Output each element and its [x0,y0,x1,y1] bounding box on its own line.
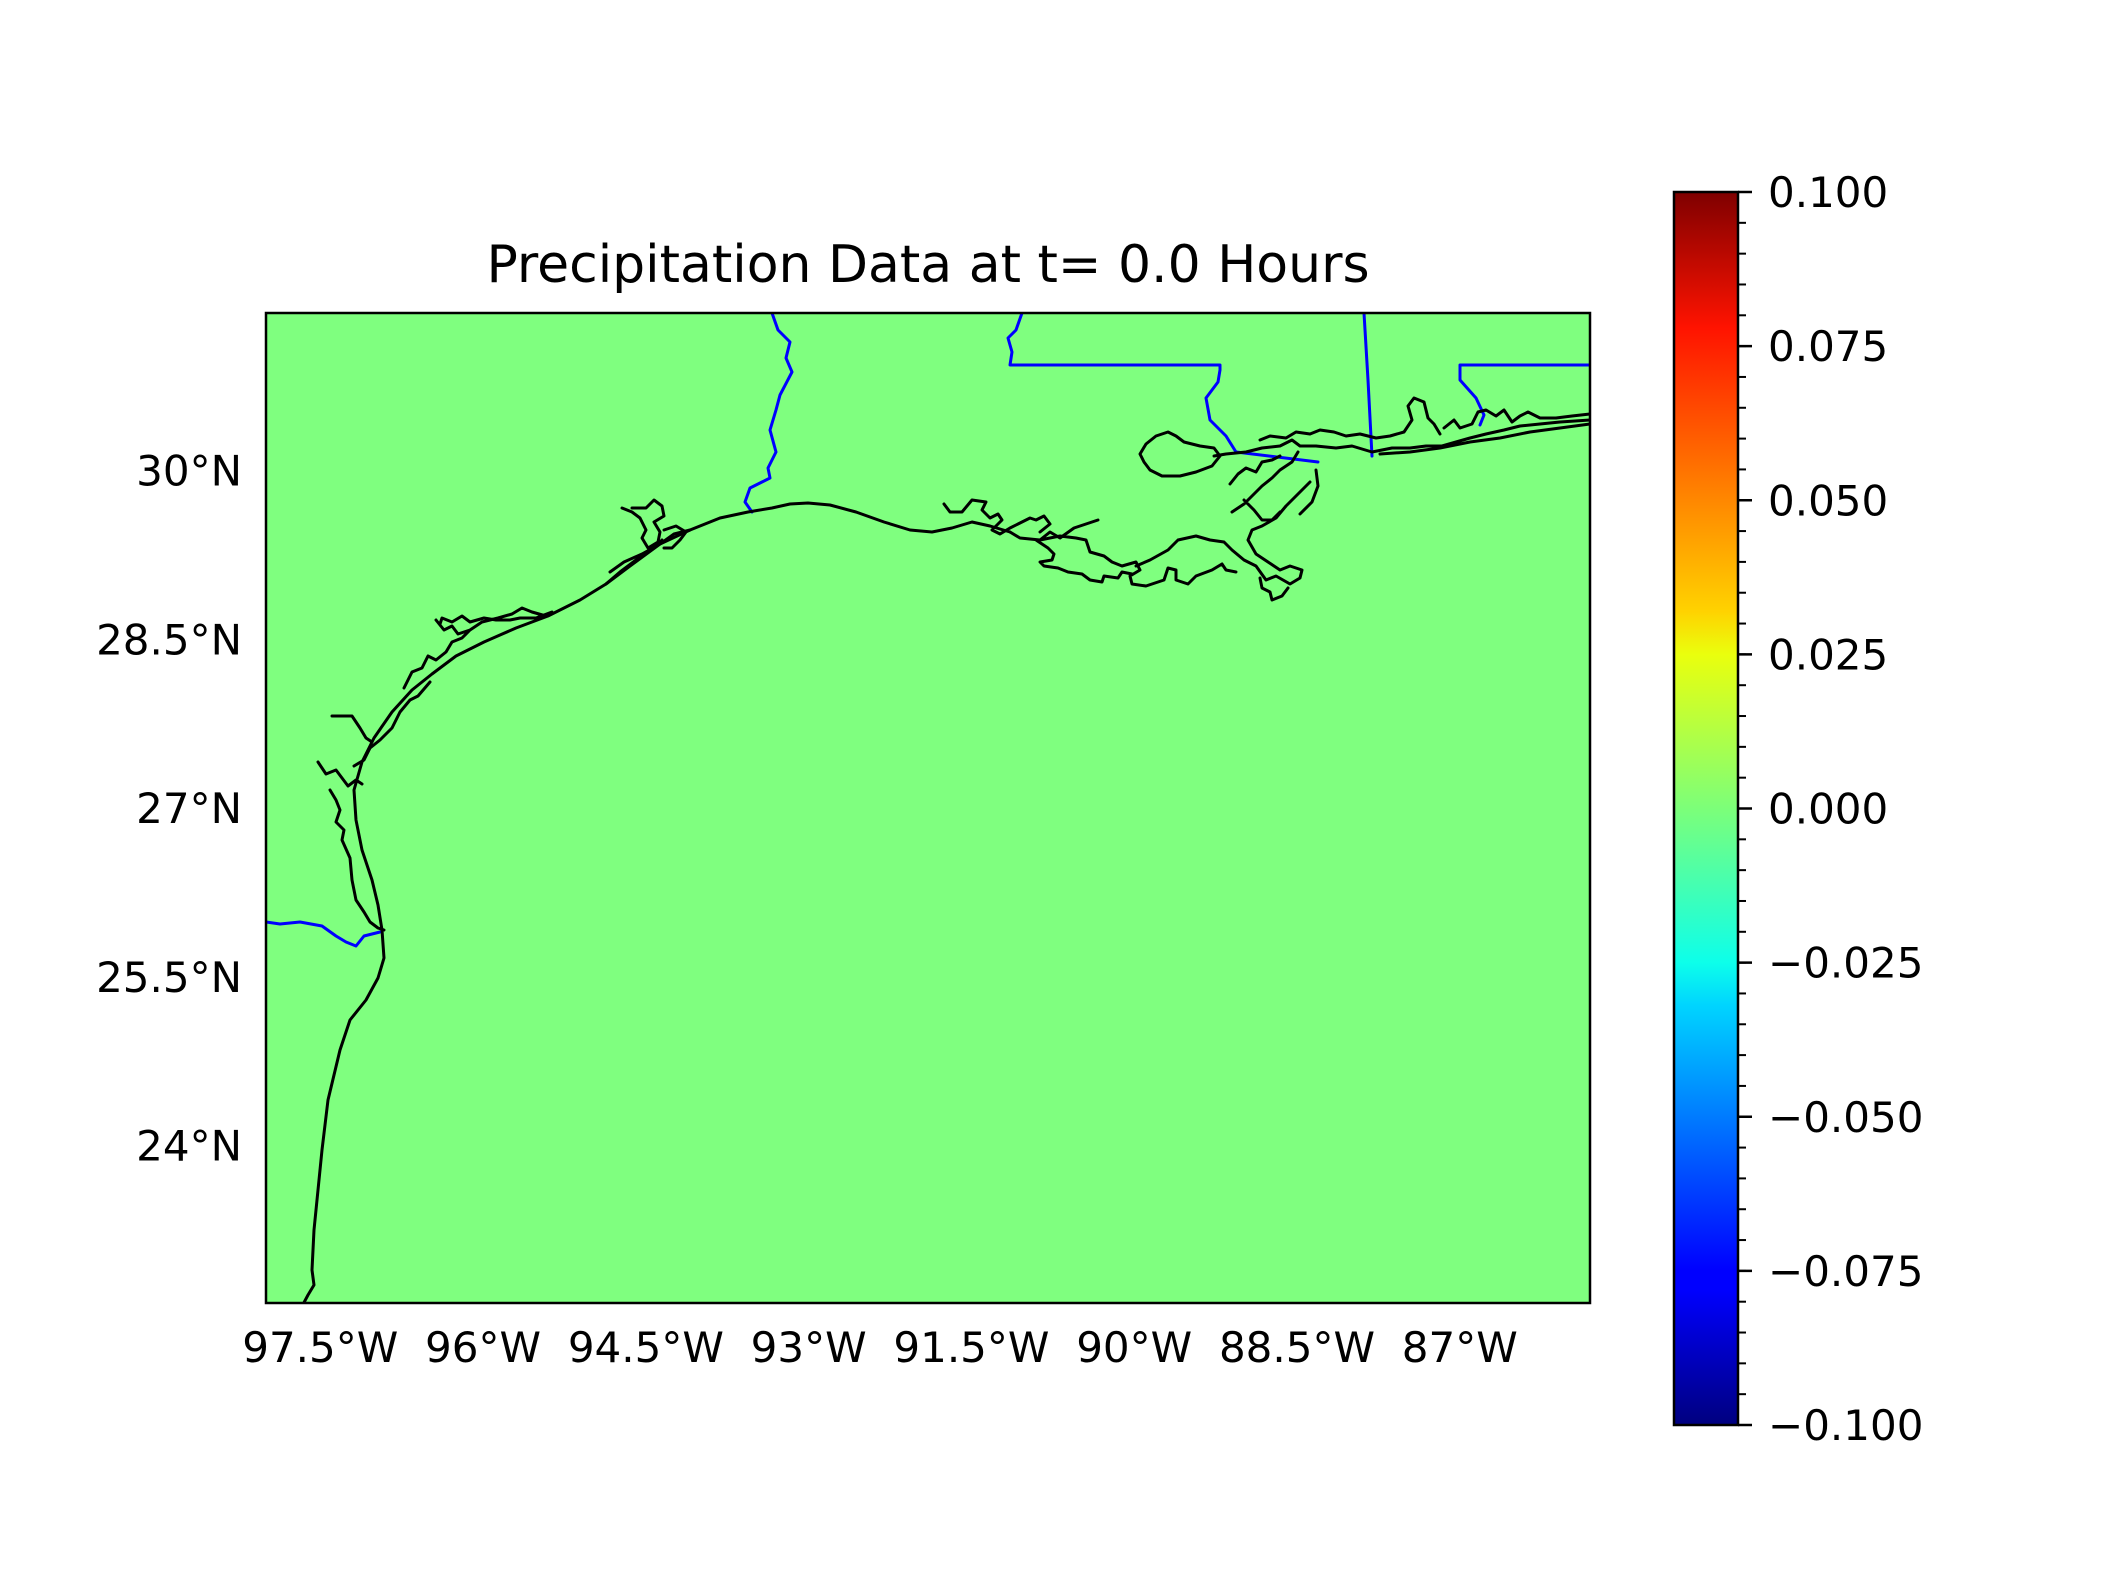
border-alabama-florida [1458,363,1590,427]
border-us-mexico [266,920,382,948]
colorbar-tick-label: 0.075 [1768,322,1888,371]
latitude-tick-labels: 30°N 28.5°N 27°N 25.5°N 24°N [96,447,242,1171]
colorbar-tick-label: −0.100 [1768,1401,1923,1450]
precipitation-field [266,313,1590,1303]
lon-tick-label: 97.5°W [242,1323,398,1372]
colorbar-tick-label: −0.050 [1768,1093,1923,1142]
coastline-lake-pontchartrain [1138,430,1222,478]
lon-tick-label: 88.5°W [1219,1323,1375,1372]
colorbar-gradient [1672,190,1740,1427]
colorbar-tick-label: 0.050 [1768,476,1888,525]
colorbar-tick-label: 0.025 [1768,630,1888,679]
lon-tick-label: 87°W [1402,1323,1518,1372]
coastline-delta [1134,450,1320,602]
colorbar-tick-label: −0.025 [1768,939,1923,988]
lat-tick-label: 28.5°N [96,615,242,664]
coastline-mississippi-alabama [1212,396,1590,458]
coastline-louisiana [942,498,1238,588]
map-panel: 97.5°W 96°W 94.5°W 93°W 91.5°W 90°W 88.5°W 87°W… [96,311,1592,1372]
map-frame [264,311,1592,1305]
colorbar-tick-label: 0.000 [1768,785,1888,834]
colorbar-tick-labels: 0.100 0.075 0.050 0.025 0.000 −0.025 −0.050 −0.… [1738,168,1923,1450]
coastline-galveston [604,498,692,586]
lon-tick-label: 93°W [751,1323,867,1372]
coastline-texas-barrier [316,606,554,932]
colorbar-tick-label: 0.100 [1768,168,1888,217]
border-mississippi-alabama [1362,313,1374,458]
coastline-gulf [302,501,1012,1303]
lat-tick-label: 25.5°N [96,953,242,1002]
border-texas-louisiana [743,313,794,514]
longitude-tick-labels: 97.5°W 96°W 94.5°W 93°W 91.5°W 90°W 88.5°W 87°W [242,1323,1518,1372]
lon-tick-label: 91.5°W [893,1323,1049,1372]
map-title: Precipitation Data at t= 0.0 Hours [486,235,1369,295]
border-louisiana-mississippi [1006,313,1320,464]
colorbar: 0.100 0.075 0.050 0.025 0.000 −0.025 −0.050 −0.… [1672,168,1923,1450]
lon-tick-label: 96°W [425,1323,541,1372]
lon-tick-label: 90°W [1076,1323,1192,1372]
lat-tick-label: 30°N [136,447,242,496]
lat-tick-label: 24°N [136,1122,242,1171]
lat-tick-label: 27°N [136,784,242,833]
lon-tick-label: 94.5°W [568,1323,724,1372]
colorbar-tick-label: −0.075 [1768,1247,1923,1296]
